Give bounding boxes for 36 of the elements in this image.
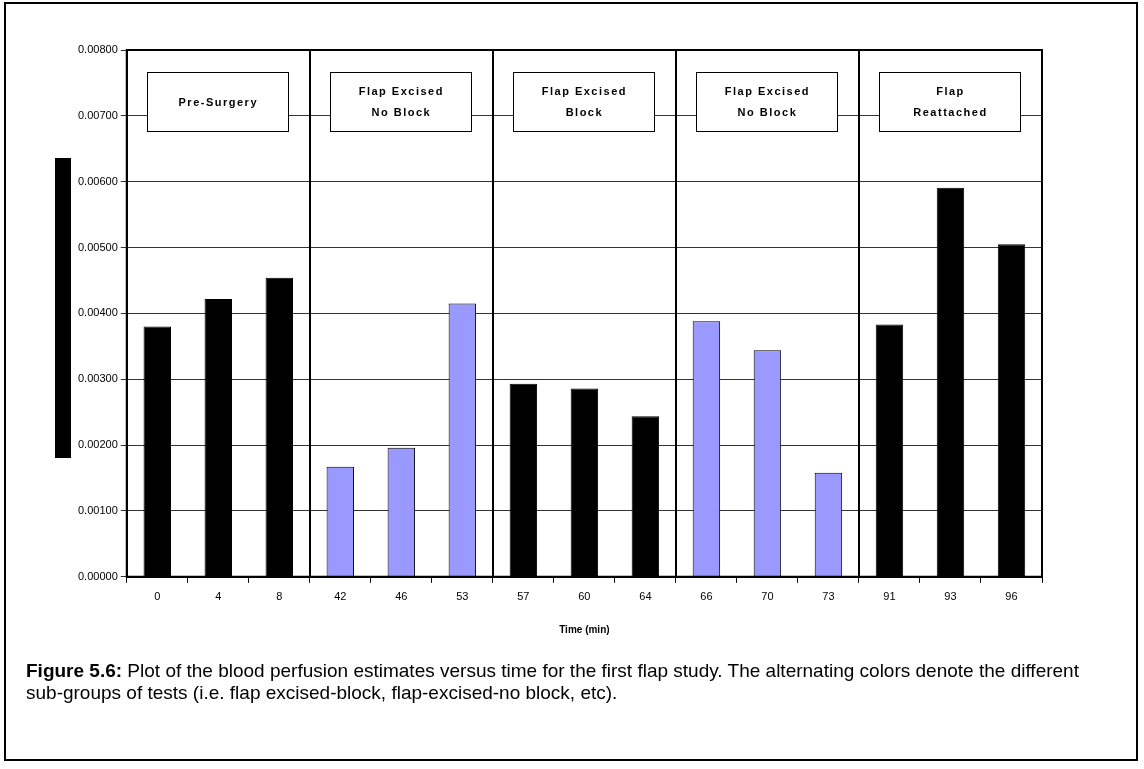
label-box: Flap Excised Block — [513, 72, 656, 132]
x-tick-label: 91 — [883, 590, 896, 603]
x-tick-label: 66 — [700, 590, 713, 603]
label-box: Pre-Surgery — [147, 72, 290, 132]
x-tick-label: 53 — [456, 590, 469, 603]
x-axis-title: Time (min) — [559, 623, 610, 635]
label-box: Flap Excised No Block — [330, 72, 473, 132]
x-tick-label: 60 — [578, 590, 591, 603]
y-tick-label: 0.00500 — [78, 240, 118, 253]
annotation: Flap Reattached — [913, 84, 988, 120]
label-box: Flap Excised No Block — [696, 72, 839, 132]
x-tick-label: 96 — [1005, 590, 1018, 603]
x-tick-label: 0 — [154, 590, 161, 603]
caption: Figure 5.6: Plot of the blood perfusion estimates versus time for the first flap study. The alternating colors denote the different sub-groups of tests (i.e. flap excised-block, flap-excised-no block, etc). — [26, 660, 1080, 704]
y-tick-label: 0.00100 — [78, 503, 118, 516]
annotation: Pre-Surgery — [178, 94, 259, 110]
y-tick-label: 0.00800 — [78, 43, 118, 56]
x-tick-label: 73 — [822, 590, 835, 603]
annotation: Flap Excised No Block — [724, 84, 811, 120]
y-tick-label: 0.00300 — [78, 372, 118, 385]
y-tick-label: 0.00000 — [78, 569, 118, 582]
x-tick-label: 8 — [276, 590, 283, 603]
x-tick-label: 46 — [395, 590, 408, 603]
x-tick-label: 64 — [639, 590, 652, 603]
annotation: Flap Excised Block — [541, 84, 627, 120]
x-tick-label: 42 — [334, 590, 347, 603]
y-tick-label: 0.00600 — [78, 174, 118, 187]
x-tick-label: 57 — [517, 590, 530, 603]
annotation: Flap Excised No Block — [358, 84, 444, 120]
y-tick-label: 0.00400 — [78, 306, 118, 319]
x-tick-label: 4 — [215, 590, 222, 603]
y-tick-label: 0.00200 — [78, 438, 118, 451]
y-tick-label: 0.00700 — [78, 108, 118, 121]
x-tick-label: 70 — [761, 590, 774, 603]
x-tick-label: 93 — [944, 590, 957, 603]
label-box: Flap Reattached — [879, 72, 1022, 132]
